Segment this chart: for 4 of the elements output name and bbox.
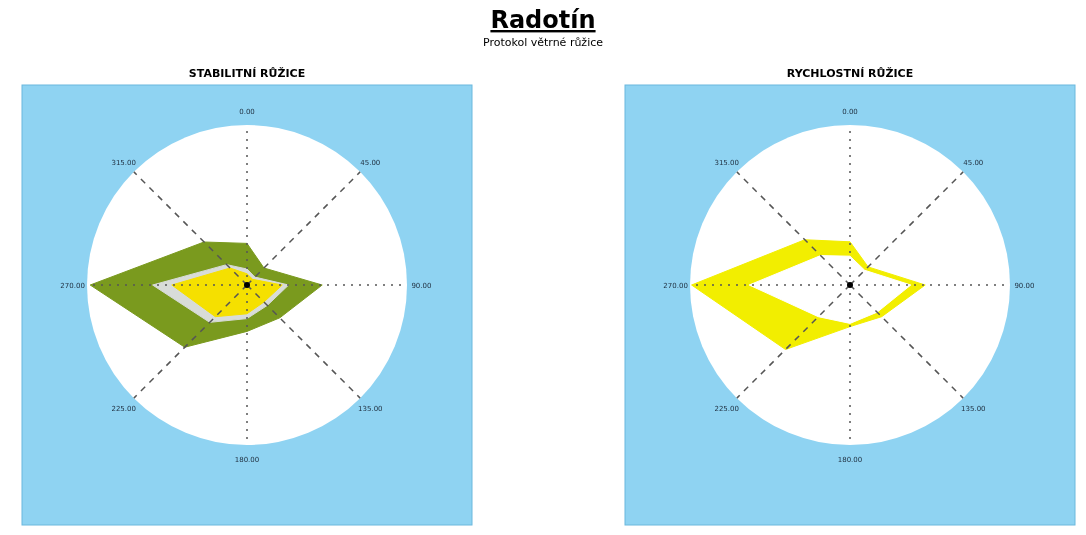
text: Radotín xyxy=(490,6,596,34)
chart-title: STABILITNÍ RŮŽICE xyxy=(188,67,306,80)
chart-title: RYCHLOSTNÍ RŮŽICE xyxy=(786,67,914,80)
text: Protokol větrné růžice xyxy=(482,36,604,49)
